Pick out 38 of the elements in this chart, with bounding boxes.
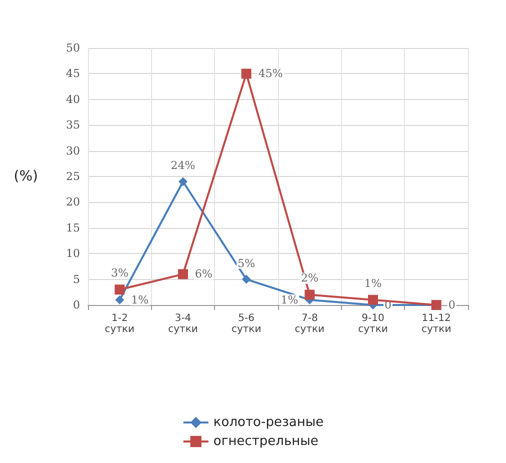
y-tick-label: 0 xyxy=(73,298,80,312)
data-label: 0 xyxy=(448,298,456,312)
point xyxy=(368,294,378,305)
x-tick-label: 7-8 сутки xyxy=(294,313,325,335)
y-tick-label: 30 xyxy=(66,144,80,158)
data-label: 45% xyxy=(258,67,283,80)
y-axis-title: (%) xyxy=(14,168,38,184)
data-label: 5% xyxy=(238,256,256,270)
point xyxy=(178,269,188,280)
point xyxy=(178,177,188,186)
y-tick-label: 35 xyxy=(66,118,80,132)
y-tick-label: 15 xyxy=(66,221,80,234)
y-tick-label: 20 xyxy=(66,196,80,209)
y-tick-label: 25 xyxy=(66,170,80,183)
data-label: 24% xyxy=(170,159,196,172)
legend-label: огнестрельные xyxy=(213,434,318,449)
data-label: 1% xyxy=(131,293,149,306)
data-label: 2% xyxy=(300,272,318,285)
data-label: 1% xyxy=(280,293,298,306)
x-tick-label: 1-2 сутки xyxy=(104,313,135,335)
y-tick-label: 10 xyxy=(66,247,80,260)
data-label: 6% xyxy=(195,268,212,281)
point xyxy=(241,68,252,79)
data-label: 3% xyxy=(110,266,128,280)
x-tick-label: 3-4 сутки xyxy=(168,313,198,335)
x-tick-label: 11-12 сутки xyxy=(421,313,452,335)
y-tick-label: 5 xyxy=(73,272,80,286)
point xyxy=(304,290,315,300)
y-tick-label: 45 xyxy=(66,67,80,80)
data-label: 1% xyxy=(364,276,382,290)
y-tick-label: 40 xyxy=(66,92,80,106)
point xyxy=(242,274,251,284)
point xyxy=(114,284,125,295)
legend-label: колото-резаные xyxy=(213,415,324,430)
x-tick-label: 9-10 сутки xyxy=(358,313,388,335)
x-tick-label: 5-6 сутки xyxy=(231,313,262,335)
y-tick-label: 50 xyxy=(66,42,80,54)
point xyxy=(115,295,124,304)
